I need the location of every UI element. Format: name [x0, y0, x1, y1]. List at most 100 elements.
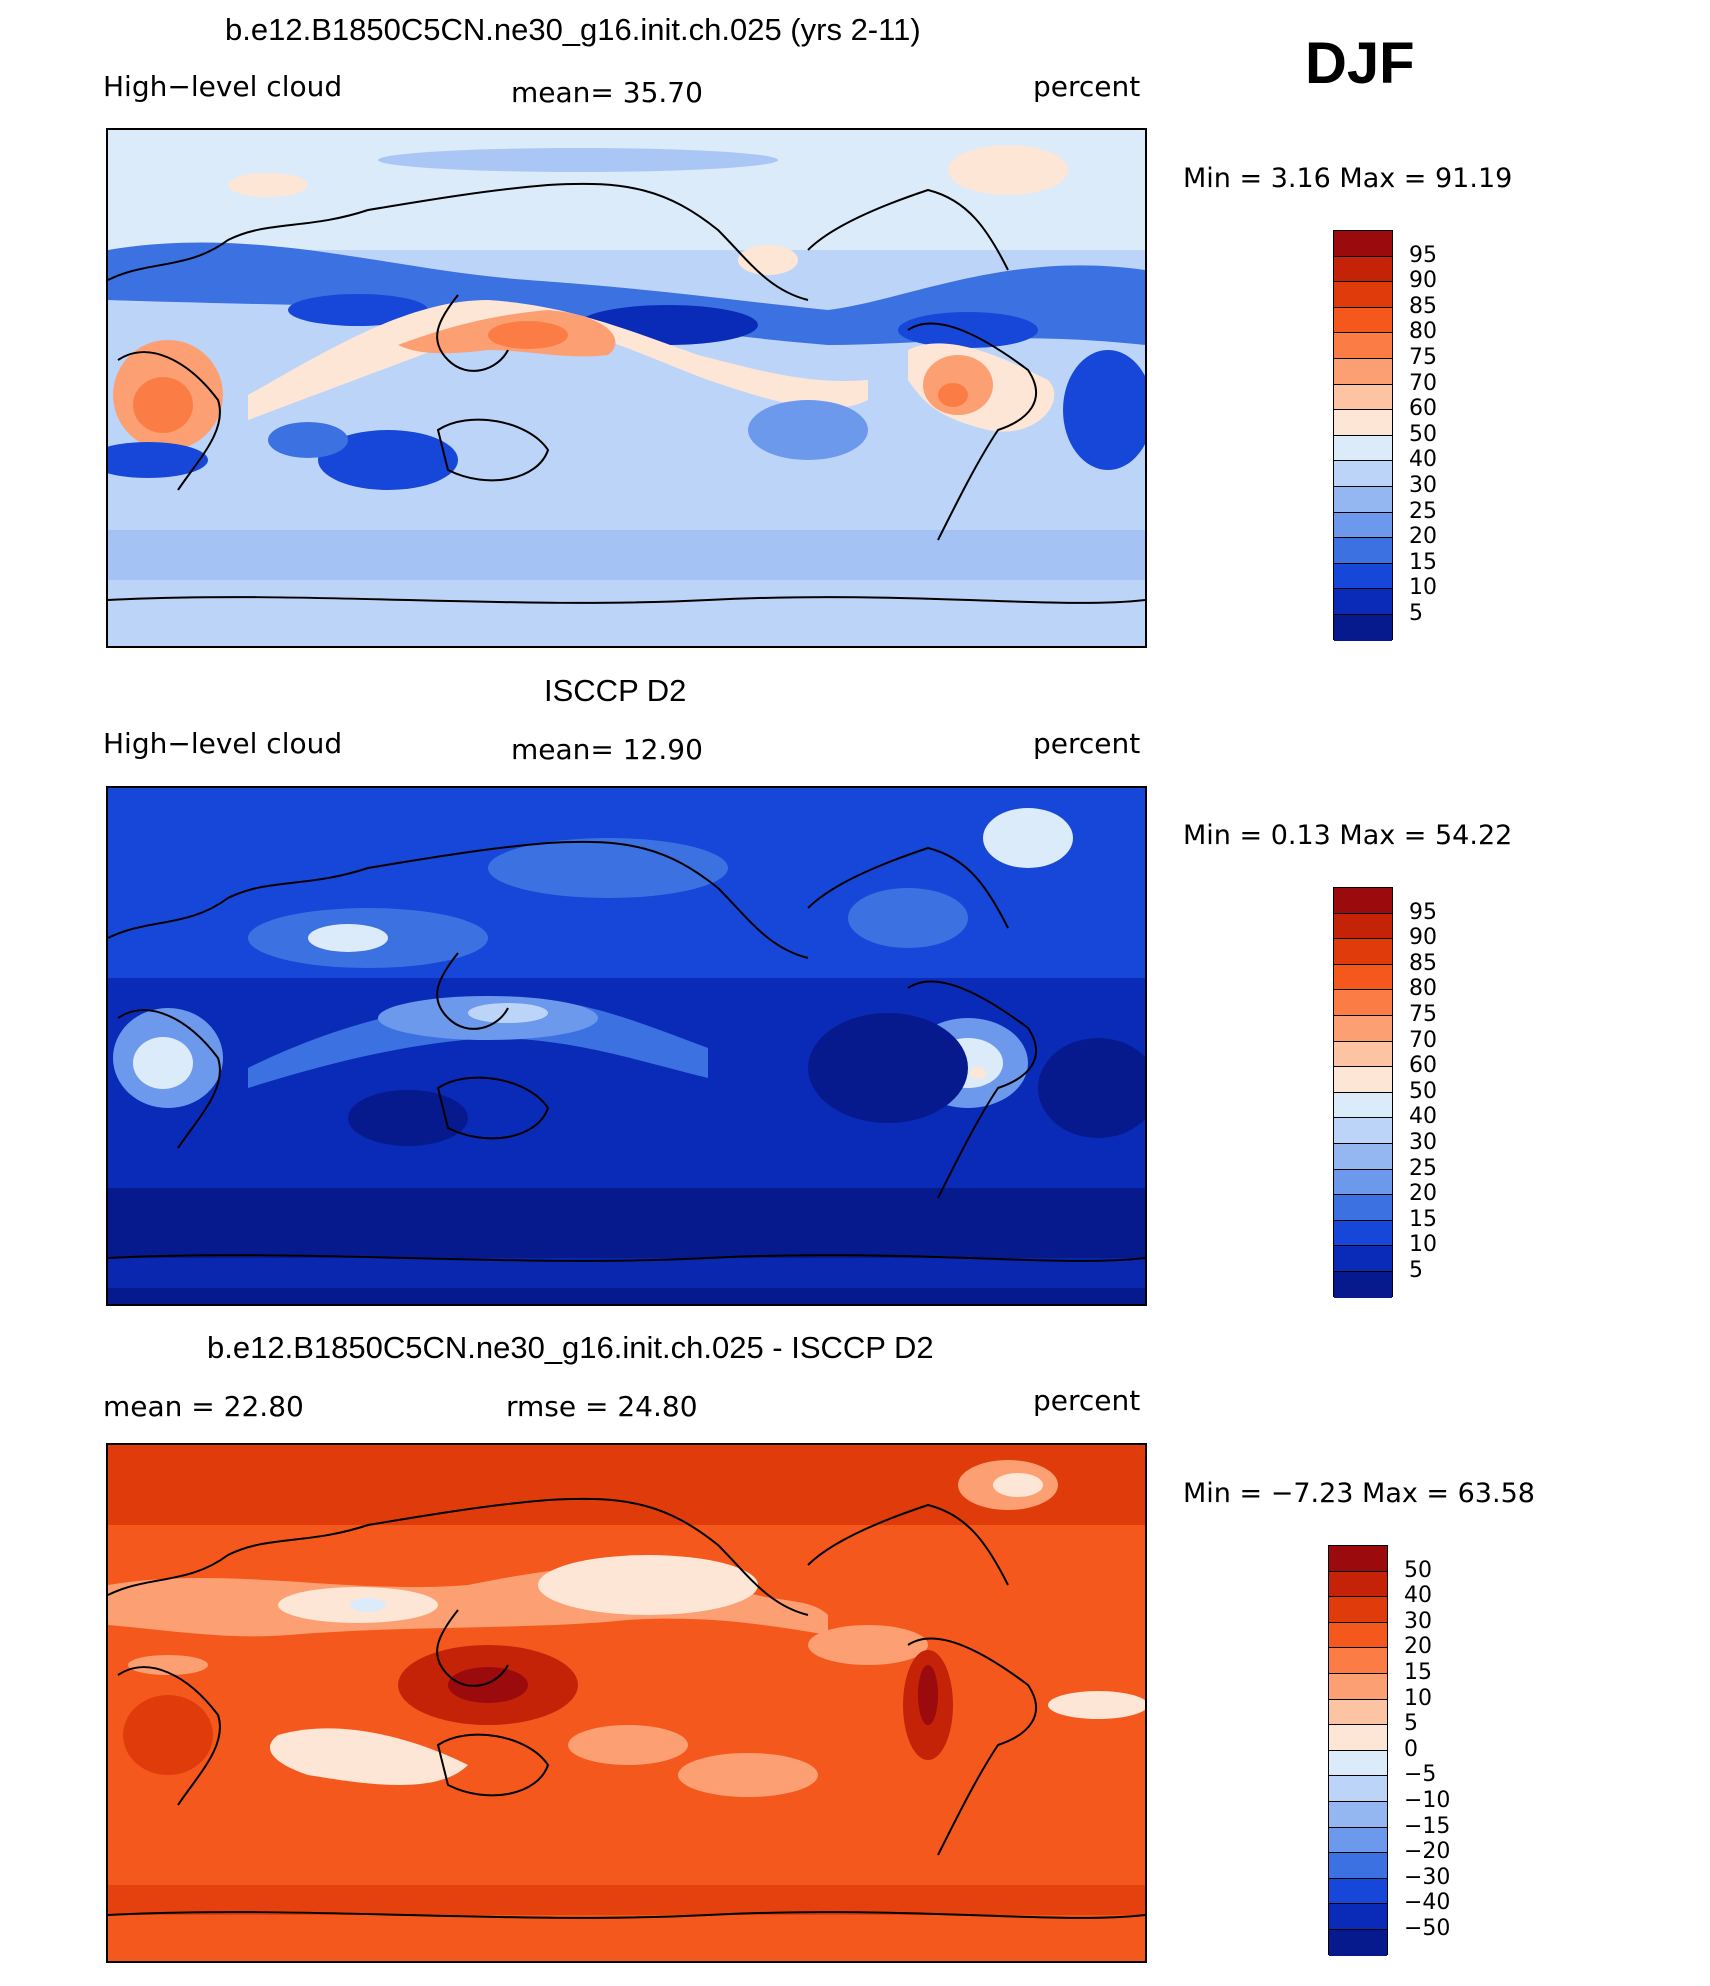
colorbar-label: 10: [1409, 575, 1437, 601]
colorbar-segment: [1334, 256, 1392, 283]
panel3-mean-label: mean = 22.80: [103, 1390, 304, 1423]
colorbar-segment: [1329, 1853, 1387, 1879]
panel1-min-max: Min = 3.16 Max = 91.19: [1183, 163, 1513, 194]
colorbar-label: 5: [1409, 1258, 1423, 1283]
colorbar-label: −40: [1404, 1890, 1451, 1916]
colorbar-segment: [1334, 1271, 1392, 1298]
colorbar-label: 15: [1409, 549, 1437, 575]
colorbar-box: [1333, 230, 1393, 641]
colorbar-segment: [1334, 410, 1392, 436]
colorbar-label: 50: [1409, 421, 1437, 447]
season-label: DJF: [1305, 31, 1415, 96]
colorbar-label: 15: [1409, 1206, 1437, 1232]
colorbar-segment: [1329, 1801, 1387, 1828]
colorbar-label: 80: [1409, 319, 1437, 345]
colorbar-segment: [1329, 1827, 1387, 1854]
colorbar-segment: [1334, 939, 1392, 965]
colorbar-label: 70: [1409, 370, 1437, 396]
colorbar-segment: [1334, 1092, 1392, 1119]
colorbar-segment: [1329, 1725, 1387, 1751]
colorbar-label: −50: [1404, 1916, 1451, 1941]
panel3-units-label: percent: [1033, 1384, 1141, 1417]
colorbar-segment: [1334, 614, 1392, 641]
colorbar-segment: [1329, 1878, 1387, 1905]
colorbar-segment: [1329, 1648, 1387, 1674]
panel3-min-max: Min = −7.23 Max = 63.58: [1183, 1478, 1535, 1509]
colorbar-segment: [1334, 1220, 1392, 1247]
colorbar-segment: [1329, 1904, 1387, 1930]
panel2-min-max: Min = 0.13 Max = 54.22: [1183, 820, 1513, 851]
colorbar-segment: [1334, 461, 1392, 487]
panel2-variable-label: High−level cloud: [103, 727, 343, 760]
colorbar-label: 20: [1409, 1181, 1437, 1207]
panel3-map: [106, 1443, 1147, 1963]
colorbar-segment: [1334, 563, 1392, 590]
colorbar-label: 25: [1409, 498, 1437, 524]
colorbar-label: 85: [1409, 293, 1437, 319]
colorbar-label: 50: [1409, 1078, 1437, 1104]
colorbar-segment: [1329, 1546, 1387, 1572]
colorbar-segment: [1329, 1750, 1387, 1777]
colorbar-label: 20: [1404, 1634, 1432, 1660]
colorbar-segment: [1334, 1169, 1392, 1196]
colorbar-label: −30: [1404, 1864, 1451, 1890]
colorbar-label: 60: [1409, 396, 1437, 422]
colorbar-segment: [1334, 964, 1392, 991]
colorbar-segment: [1334, 333, 1392, 359]
colorbar-label: 40: [1409, 1104, 1437, 1130]
colorbar-label: 0: [1404, 1736, 1418, 1762]
colorbar-segment: [1334, 1067, 1392, 1093]
colorbar-segment: [1334, 384, 1392, 411]
panel1-mean-label: mean= 35.70: [511, 76, 703, 109]
colorbar-segment: [1334, 888, 1392, 914]
colorbar-label: 90: [1409, 925, 1437, 951]
colorbar-label: 5: [1409, 601, 1423, 626]
colorbar-segment: [1334, 486, 1392, 513]
panel2-mean-label: mean= 12.90: [511, 733, 703, 766]
colorbar-segment: [1334, 1143, 1392, 1170]
colorbar-segment: [1334, 538, 1392, 564]
colorbar-label: 40: [1404, 1583, 1432, 1609]
colorbar-segment: [1334, 307, 1392, 334]
colorbar-box: [1333, 887, 1393, 1298]
colorbar-label: 85: [1409, 950, 1437, 976]
colorbar-label: 90: [1409, 268, 1437, 294]
colorbar-segment: [1334, 231, 1392, 257]
colorbar-segment: [1329, 1597, 1387, 1623]
colorbar-label: 25: [1409, 1155, 1437, 1181]
colorbar-segment: [1334, 512, 1392, 539]
colorbar-segment: [1329, 1776, 1387, 1802]
panel3-rmse-label: rmse = 24.80: [506, 1390, 698, 1423]
colorbar-segment: [1334, 1015, 1392, 1042]
panel2-title: ISCCP D2: [544, 673, 687, 708]
colorbar-segment: [1329, 1673, 1387, 1700]
colorbar-segment: [1334, 913, 1392, 940]
colorbar-label: 5: [1404, 1711, 1418, 1737]
colorbar-label: 10: [1404, 1685, 1432, 1711]
colorbar-label: 95: [1409, 899, 1437, 925]
colorbar-label: 75: [1409, 345, 1437, 370]
colorbar-label: 20: [1409, 524, 1437, 550]
colorbar-segment: [1334, 1118, 1392, 1144]
colorbar-segment: [1334, 282, 1392, 308]
colorbar-label: −15: [1404, 1813, 1451, 1839]
colorbar-label: 40: [1409, 447, 1437, 473]
panel1-units-label: percent: [1033, 70, 1141, 103]
colorbar-label: 30: [1409, 1130, 1437, 1155]
colorbar-label: 50: [1404, 1557, 1432, 1583]
colorbar-segment: [1334, 435, 1392, 462]
colorbar-label: 75: [1409, 1002, 1437, 1027]
colorbar-segment: [1334, 1041, 1392, 1068]
colorbar-label: −20: [1404, 1839, 1451, 1865]
colorbar-segment: [1334, 589, 1392, 615]
colorbar-segment: [1329, 1699, 1387, 1726]
panel2-map: [106, 786, 1147, 1306]
colorbar-label: −10: [1404, 1788, 1451, 1813]
colorbar-label: 80: [1409, 976, 1437, 1002]
panel2-units-label: percent: [1033, 727, 1141, 760]
colorbar-label: 10: [1409, 1232, 1437, 1258]
colorbar-label: 15: [1404, 1660, 1432, 1685]
colorbar-label: 60: [1409, 1053, 1437, 1079]
panel1-title: b.e12.B1850C5CN.ne30_g16.init.ch.025 (yr…: [225, 12, 921, 47]
colorbar-label: 30: [1404, 1608, 1432, 1634]
